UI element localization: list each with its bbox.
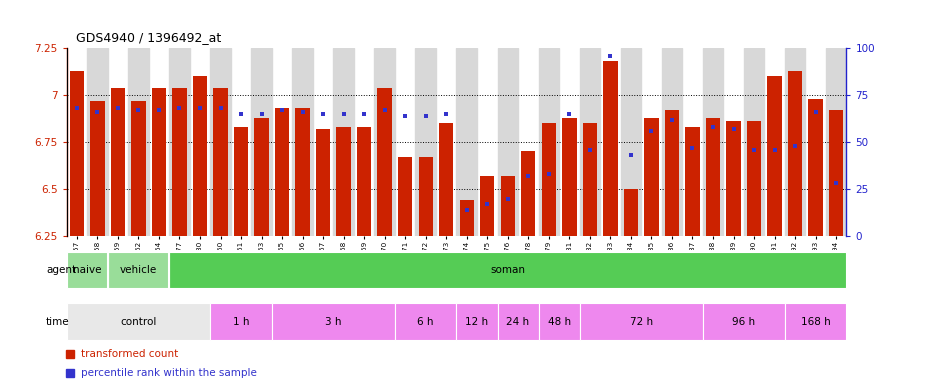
Bar [583,123,597,236]
Bar [214,88,228,236]
Bar [456,48,477,236]
Bar [375,48,395,236]
Bar [623,189,638,236]
Text: 1 h: 1 h [233,316,249,327]
Bar [703,48,723,236]
Bar [337,127,351,236]
Bar [784,48,806,236]
Text: 72 h: 72 h [630,316,653,327]
Bar [644,118,659,236]
Bar [377,88,392,236]
Bar [829,110,844,236]
Bar [67,252,107,288]
Bar [500,176,515,236]
Bar [580,48,600,236]
Bar [808,99,822,236]
Text: 6 h: 6 h [417,316,434,327]
Bar [357,127,371,236]
Bar [234,127,248,236]
Bar [131,101,145,236]
Bar [456,303,498,340]
Bar [665,110,679,236]
Bar [111,88,125,236]
Text: 12 h: 12 h [465,316,488,327]
Bar [744,48,764,236]
Text: time: time [46,316,69,327]
Bar [826,48,846,236]
Bar [272,303,395,340]
Bar [91,101,105,236]
Bar [746,121,761,236]
Bar [706,118,721,236]
Text: 168 h: 168 h [801,316,831,327]
Bar [333,48,354,236]
Bar [152,88,166,236]
Bar [254,118,269,236]
Bar [521,152,536,236]
Bar [580,303,703,340]
Bar [480,176,495,236]
Bar [172,88,187,236]
Bar [538,303,580,340]
Text: 24 h: 24 h [507,316,530,327]
Bar [210,48,230,236]
Bar [295,108,310,236]
Text: control: control [120,316,156,327]
Bar [67,303,210,340]
Bar [439,123,453,236]
Text: 48 h: 48 h [548,316,571,327]
Bar [460,200,474,236]
Bar [398,157,413,236]
Bar [542,123,556,236]
Bar [784,303,846,340]
Text: GDS4940 / 1396492_at: GDS4940 / 1396492_at [76,31,221,44]
Text: 96 h: 96 h [733,316,756,327]
Bar [603,61,618,236]
Text: vehicle: vehicle [120,265,157,275]
Bar [252,48,272,236]
Bar [169,252,846,288]
Bar [69,71,84,236]
Bar [395,303,456,340]
Bar [418,157,433,236]
Bar [498,48,518,236]
Bar [685,127,699,236]
Text: percentile rank within the sample: percentile rank within the sample [80,368,256,378]
Bar [292,48,313,236]
Bar [498,303,538,340]
Bar [107,252,169,288]
Bar [726,121,741,236]
Bar [621,48,641,236]
Text: agent: agent [46,265,76,275]
Bar [316,129,330,236]
Text: 3 h: 3 h [325,316,341,327]
Bar [129,48,149,236]
Bar [703,303,784,340]
Bar [87,48,107,236]
Text: naive: naive [73,265,102,275]
Bar [538,48,559,236]
Bar [768,76,782,236]
Bar [661,48,683,236]
Bar [210,303,272,340]
Bar [788,71,802,236]
Bar [192,76,207,236]
Text: transformed count: transformed count [80,349,178,359]
Bar [415,48,436,236]
Bar [275,108,290,236]
Bar [562,118,576,236]
Text: soman: soman [490,265,525,275]
Bar [169,48,190,236]
